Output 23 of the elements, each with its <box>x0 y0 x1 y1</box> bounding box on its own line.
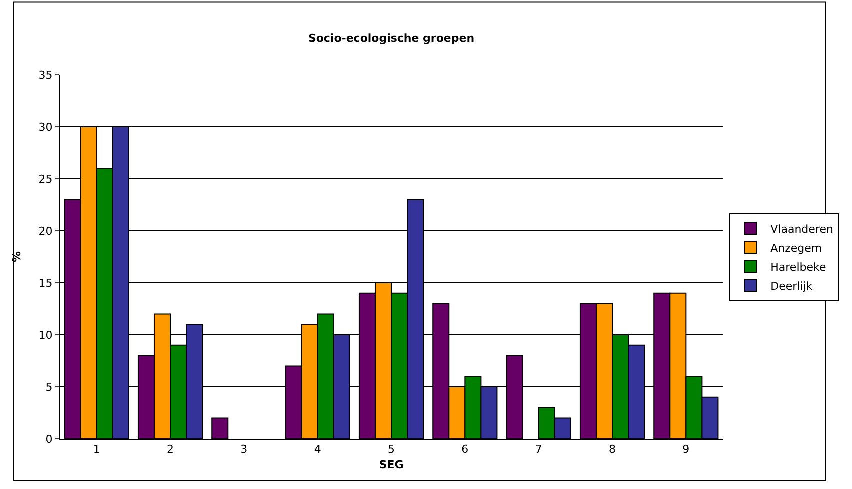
y-tick-label: 20 <box>38 224 53 238</box>
legend-label: Anzegem <box>770 242 822 255</box>
y-tick-label: 30 <box>38 120 53 134</box>
y-tick-label: 15 <box>38 276 53 290</box>
x-tick-label: 8 <box>609 443 616 456</box>
x-tick-label: 6 <box>462 443 469 456</box>
y-tick-label: 10 <box>38 328 53 342</box>
x-tick-label: 5 <box>388 443 395 456</box>
legend-label: Vlaanderen <box>770 222 834 236</box>
y-tick-label: 35 <box>38 68 53 82</box>
x-tick-label: 9 <box>682 443 690 456</box>
y-tick-label: 0 <box>46 432 53 446</box>
legend-label: Deerlijk <box>770 280 814 293</box>
x-tick-label: 7 <box>535 443 542 456</box>
chart-title: Socio-ecologische groepen <box>308 32 475 45</box>
y-tick-label: 25 <box>38 172 53 186</box>
x-tick-label: 2 <box>167 443 174 456</box>
x-axis-title: SEG <box>379 458 404 472</box>
x-tick-label: 4 <box>314 443 322 456</box>
x-tick-label: 3 <box>240 443 248 456</box>
x-tick-label: 1 <box>93 443 100 456</box>
y-tick-label: 5 <box>46 380 53 394</box>
legend-label: Harelbeke <box>770 260 826 274</box>
